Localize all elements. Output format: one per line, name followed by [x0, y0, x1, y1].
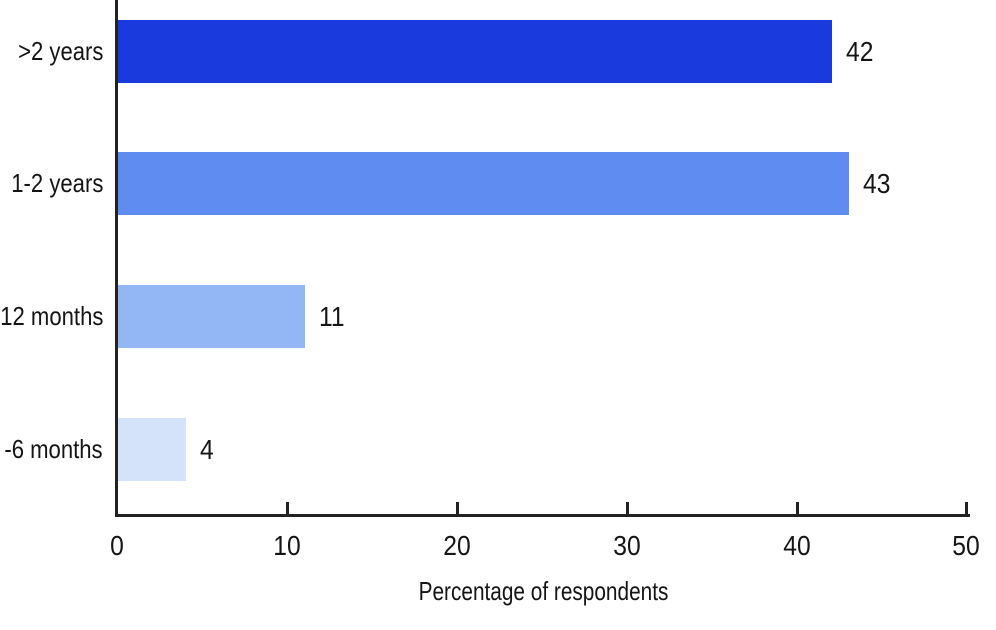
bar-row: 43: [118, 152, 894, 215]
category-label: 1-2 years: [10, 168, 103, 198]
x-axis-tick-40: [796, 502, 799, 514]
bar-6-months: [118, 418, 186, 481]
bar-row: 11: [118, 285, 348, 348]
x-axis-tick-20: [456, 502, 459, 514]
x-axis-tick-10: [286, 502, 289, 514]
x-tick-label: 10: [273, 530, 301, 561]
x-tick-label: 0: [110, 530, 124, 561]
x-axis-line: [115, 514, 970, 517]
bar-gt-2-years: [118, 20, 832, 83]
bar-1-2-years: [118, 152, 849, 215]
x-tick-label: 20: [443, 530, 471, 561]
bar-value-label: 43: [863, 168, 891, 199]
x-axis-tick-50: [965, 502, 968, 514]
y-axis-line: [115, 0, 118, 517]
x-tick-label: 50: [952, 530, 980, 561]
bar-row: 42: [118, 20, 877, 83]
bar-12-months: [118, 285, 305, 348]
category-label: >2 years: [17, 36, 103, 66]
x-tick-label: 40: [783, 530, 811, 561]
bar-value-label: 11: [319, 301, 345, 332]
bar-value-label: 42: [846, 36, 874, 67]
x-tick-label: 30: [613, 530, 641, 561]
category-label: -6 months: [4, 434, 103, 464]
bar-value-label: 4: [200, 434, 214, 465]
x-axis-tick-30: [626, 502, 629, 514]
x-axis-title: Percentage of respondents: [418, 576, 669, 606]
bar-row: 4: [118, 418, 216, 481]
category-label: 12 months: [0, 301, 103, 331]
